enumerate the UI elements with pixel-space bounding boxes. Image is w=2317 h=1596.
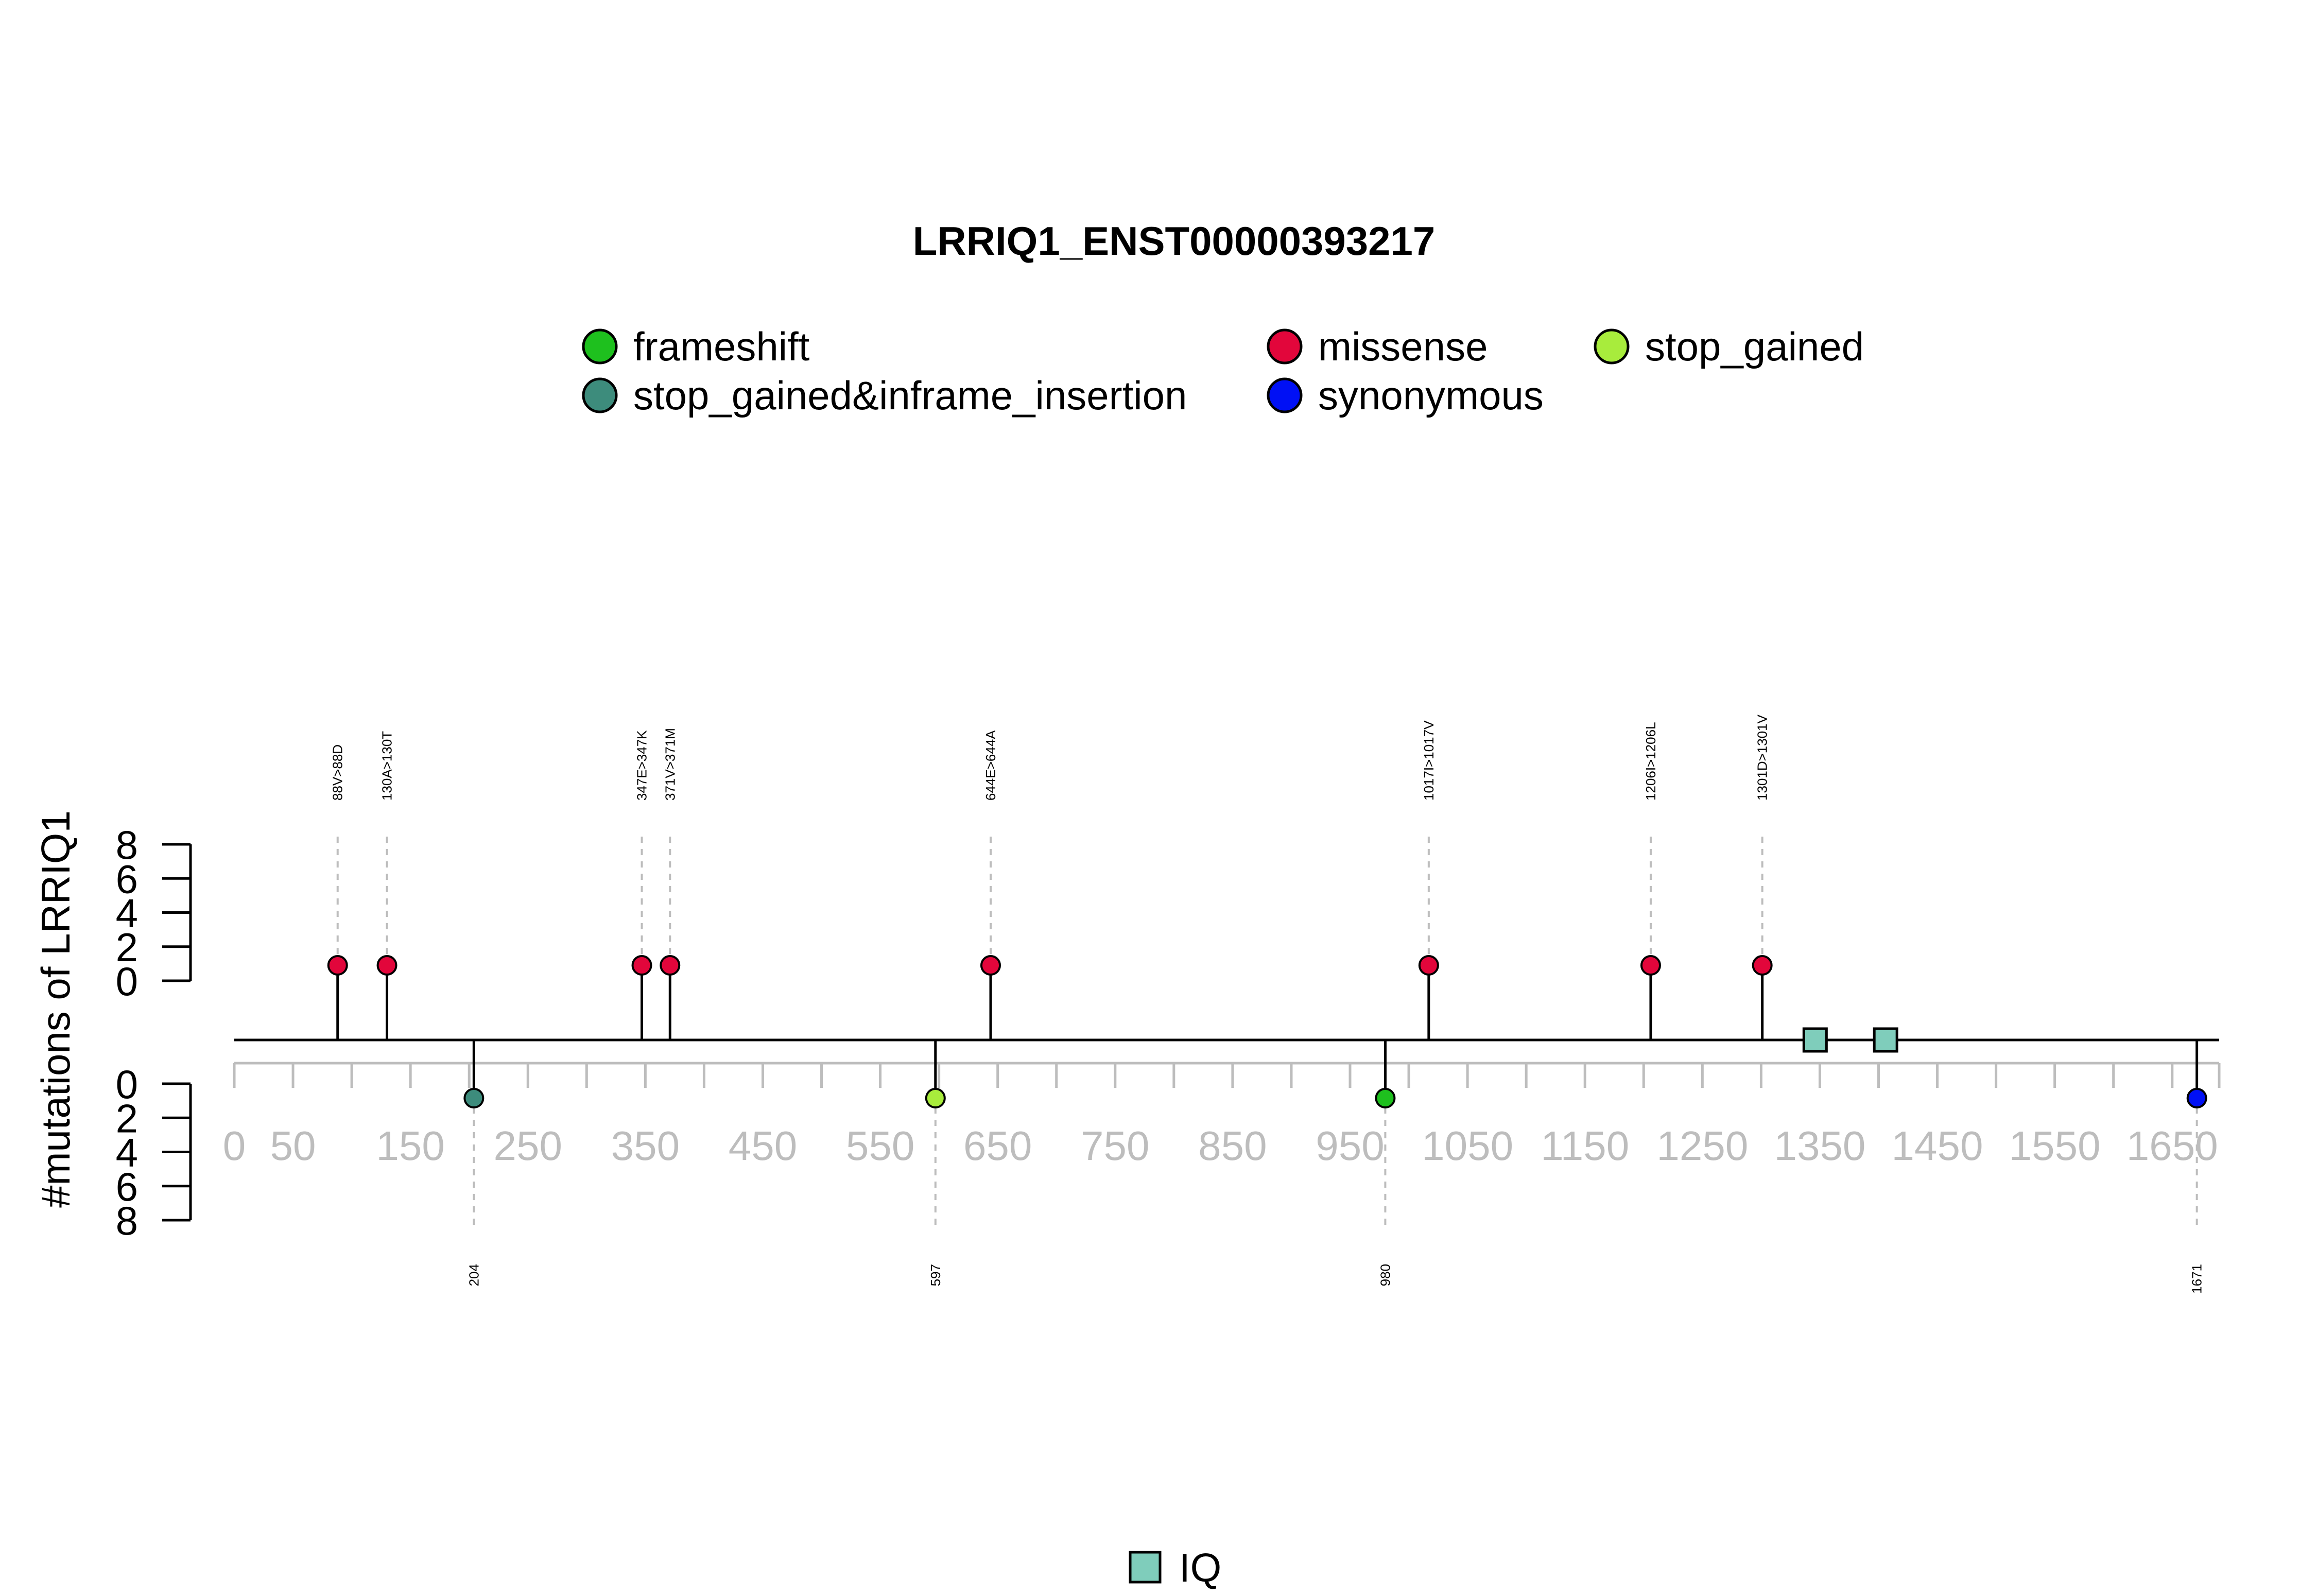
x-tick-label-15: 1450: [1892, 1123, 1983, 1169]
mutation-point-bottom-2: [1375, 1088, 1396, 1108]
x-tick-label-12: 1150: [1541, 1123, 1629, 1169]
mutation-point-top-4: [980, 955, 1001, 976]
x-tick-label-17: 1650: [2126, 1123, 2218, 1169]
mutation-point-bottom-0: [463, 1088, 485, 1108]
x-tick-label-6: 550: [846, 1123, 914, 1169]
mutation-label-top-0: 88V>88D: [330, 744, 345, 801]
y-tick-label-bottom-4: 8: [116, 1198, 138, 1243]
legend-label-4: synonymous: [1318, 373, 1544, 418]
legend-label-3: stop_gained&inframe_insertion: [633, 373, 1187, 418]
y-tick-label-bottom-0: 0: [116, 1062, 138, 1107]
legend-marker-3: [582, 377, 618, 413]
domain-box-0-1: [1873, 1027, 1898, 1053]
x-tick-label-10: 950: [1316, 1123, 1384, 1169]
legend-label-1: missense: [1318, 324, 1488, 369]
x-tick-label-8: 750: [1081, 1123, 1149, 1169]
legend: frameshift missense stop_gained stop_gained…: [582, 324, 1864, 418]
mutation-label-top-7: 1301D>1301V: [1755, 714, 1770, 801]
legend-marker-4: [1267, 377, 1303, 413]
x-tick-label-3: 250: [494, 1123, 562, 1169]
mutation-label-top-5: 1017I>1017V: [1421, 720, 1437, 801]
mutation-label-bottom-2: 980: [1377, 1264, 1393, 1286]
domain-legend-label: IQ: [1179, 1545, 1221, 1590]
mutation-label-top-1: 130A>130T: [379, 731, 395, 801]
domain-legend-marker: [1129, 1551, 1162, 1584]
mutation-label-top-3: 371V>371M: [662, 728, 678, 801]
x-tick-label-14: 1350: [1774, 1123, 1865, 1169]
y-tick-label-bottom-2: 4: [116, 1130, 138, 1175]
mutation-point-top-0: [327, 955, 348, 976]
y-tick-label-bottom-3: 6: [116, 1164, 138, 1209]
mutation-label-bottom-1: 597: [928, 1264, 943, 1286]
x-tick-label-11: 1050: [1422, 1123, 1513, 1169]
mutation-label-top-2: 347E>347K: [634, 730, 650, 801]
x-tick-label-2: 150: [376, 1123, 444, 1169]
y-tick-label-top-4: 0: [116, 959, 138, 1004]
legend-marker-2: [1594, 328, 1630, 365]
mutation-point-top-3: [660, 955, 681, 976]
mutation-point-top-1: [376, 955, 397, 976]
x-tick-label-7: 650: [963, 1123, 1032, 1169]
legend-label-2: stop_gained: [1645, 324, 1864, 369]
mutation-point-top-5: [1418, 955, 1439, 976]
legend-marker-0: [582, 328, 618, 365]
mutation-label-top-4: 644E>644A: [983, 730, 998, 801]
mutation-lollipops: 88V>88D 130A>130T 347E>347K 371V>371M 644E>6…: [327, 714, 2207, 1294]
x-tick-label-5: 450: [729, 1123, 797, 1169]
domain-box-0-0: [1802, 1027, 1828, 1053]
x-tick-label-4: 350: [611, 1123, 680, 1169]
mutation-point-bottom-1: [925, 1088, 946, 1108]
x-tick-label-16: 1550: [2009, 1123, 2101, 1169]
mutation-point-top-6: [1640, 955, 1661, 976]
x-tick-label-1: 50: [270, 1123, 316, 1169]
mutation-point-top-7: [1752, 955, 1773, 976]
protein-domains: [1802, 1027, 1898, 1053]
x-tick-label-13: 1250: [1656, 1123, 1748, 1169]
mutation-label-bottom-0: 204: [466, 1264, 481, 1286]
mutation-label-bottom-3: 1671: [2189, 1264, 2205, 1294]
x-tick-label-9: 850: [1198, 1123, 1267, 1169]
domain-legend: IQ: [1129, 1545, 1221, 1590]
mutation-point-top-2: [631, 955, 652, 976]
y-axis-title: #mutations of LRRIQ1: [33, 810, 78, 1208]
x-axis: 0 50 150 250 350 450 550 650 750 850 950 1050 1150 12…: [223, 1062, 2221, 1169]
x-tick-label-0: 0: [223, 1123, 246, 1169]
mutation-point-bottom-3: [2186, 1088, 2207, 1108]
legend-label-0: frameshift: [633, 324, 810, 369]
legend-marker-1: [1267, 328, 1303, 365]
y-tick-label-top-1: 6: [116, 856, 138, 901]
y-tick-label-top-2: 4: [116, 891, 138, 936]
y-tick-label-bottom-1: 2: [116, 1096, 138, 1141]
y-tick-label-top-0: 8: [116, 822, 138, 868]
chart-title: LRRIQ1_ENST00000393217: [913, 218, 1436, 264]
y-tick-label-top-3: 2: [116, 925, 138, 970]
mutation-label-top-6: 1206I>1206L: [1643, 722, 1658, 801]
